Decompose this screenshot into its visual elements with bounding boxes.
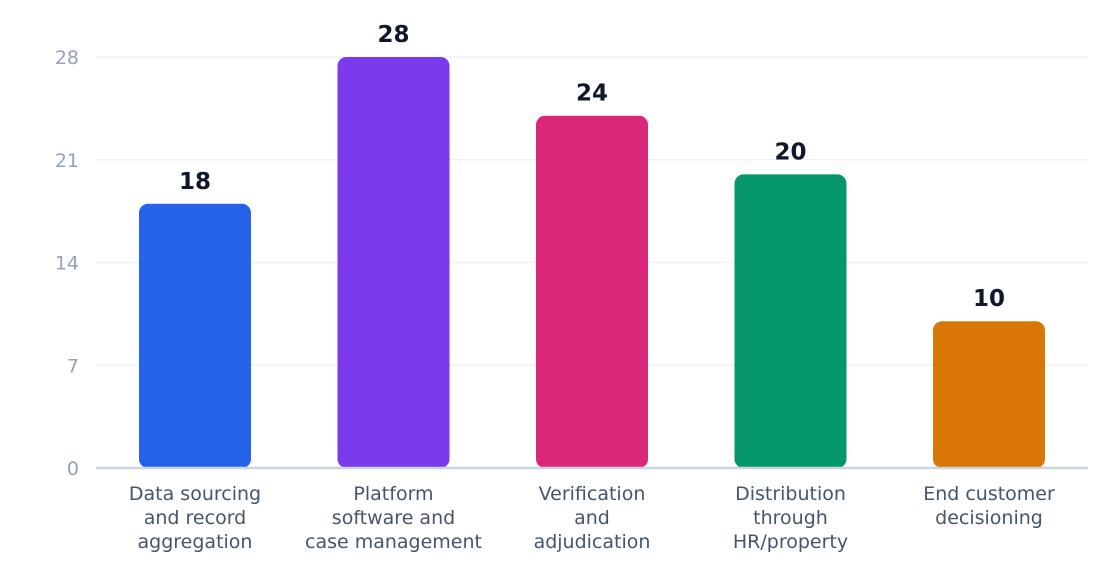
x-tick-label-line: Data sourcing [129, 483, 261, 505]
x-tick-label-line: and record [144, 507, 246, 529]
x-tick-label-line: through [753, 507, 828, 529]
bar [139, 203, 251, 469]
data-label: 28 [377, 22, 409, 48]
x-tick-label: Distribution through HR/property [733, 483, 848, 553]
bars [139, 57, 1045, 469]
x-tick-label-line: Platform [353, 483, 433, 505]
x-axis-tick-labels: Data sourcing and record aggregation Platfo… [129, 483, 1055, 553]
x-tick-label-line: software and [332, 507, 455, 529]
data-labels: 18 28 24 20 10 [179, 22, 1005, 312]
x-tick-label-line: Verification [539, 483, 646, 505]
x-tick-label-line: and [574, 507, 610, 529]
x-tick-label-line: decisioning [935, 507, 1043, 529]
x-tick-label-line: Distribution [735, 483, 846, 505]
data-label: 20 [774, 139, 806, 165]
x-tick-label-line: aggregation [138, 531, 253, 553]
data-label: 24 [576, 81, 608, 107]
x-tick-label-line: End customer [923, 483, 1055, 505]
y-tick-label: 28 [55, 47, 79, 69]
data-label: 10 [973, 286, 1005, 312]
x-tick-label: Platform software and case management [305, 483, 482, 553]
x-tick-label-line: HR/property [733, 531, 848, 553]
bar [734, 174, 847, 468]
x-tick-label-line: case management [305, 531, 482, 553]
x-tick-label: Data sourcing and record aggregation [129, 483, 261, 553]
x-tick-label: Verification and adjudication [534, 483, 651, 553]
y-tick-label: 21 [55, 150, 79, 172]
bar [337, 57, 450, 468]
x-tick-label-line: adjudication [534, 531, 651, 553]
y-tick-label: 14 [55, 253, 79, 275]
x-tick-label: End customer decisioning [923, 483, 1055, 529]
y-tick-label: 0 [67, 458, 79, 480]
y-axis-tick-labels: 0 7 14 21 28 [55, 47, 79, 480]
data-label: 18 [179, 169, 211, 195]
bar [536, 115, 648, 468]
y-tick-label: 7 [67, 355, 79, 377]
bar [933, 321, 1045, 468]
